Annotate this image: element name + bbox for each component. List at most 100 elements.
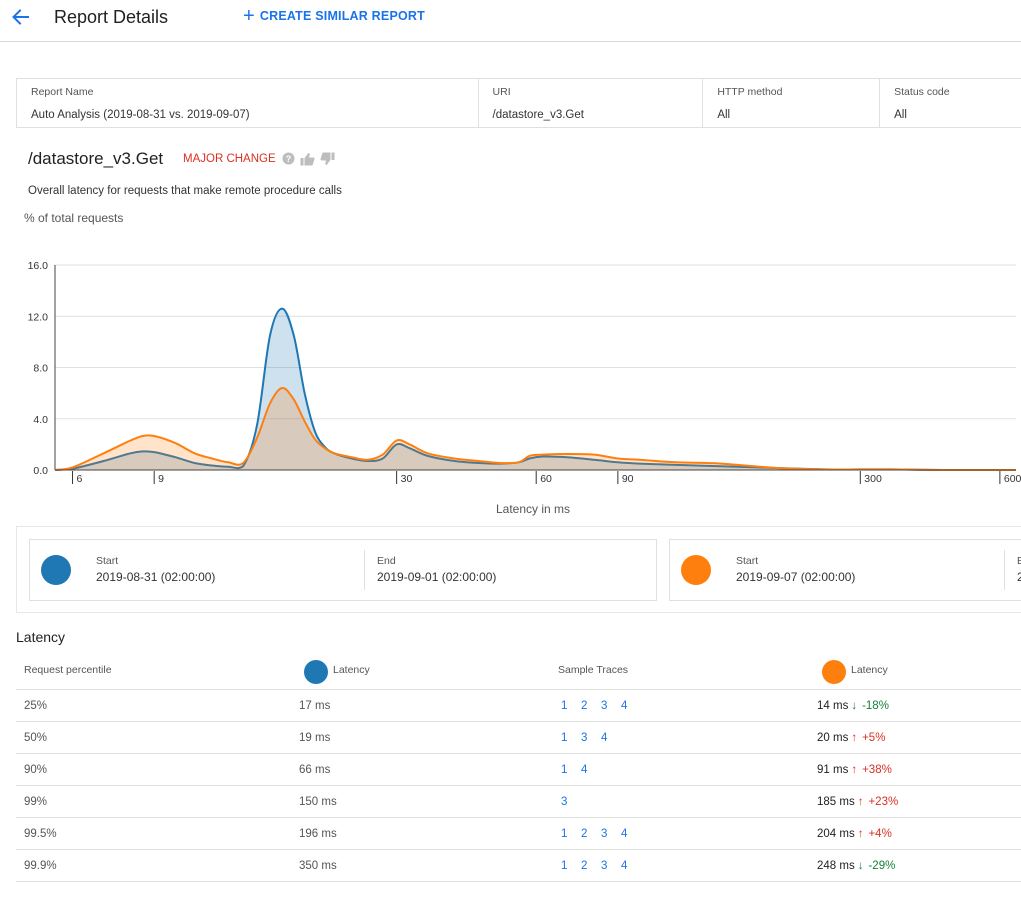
report-name-label: Report Name	[31, 86, 94, 98]
http-method-field: HTTP method All	[703, 79, 881, 127]
x-tick-label: 9	[158, 473, 164, 485]
sample-traces-cell: 1 2 3 4	[561, 860, 641, 872]
sample-trace-link[interactable]: 1	[561, 732, 568, 744]
chart-x-axis-label: Latency in ms	[496, 502, 571, 516]
latency-b-value: 185 ms	[817, 796, 855, 808]
sample-trace-link[interactable]: 4	[581, 764, 588, 776]
latency-b-cell: 185 ms ↑ +23%	[817, 796, 898, 808]
latency-distribution-chart: 0.0 4.0 8.0 12.0 16.0 6 9 30 60 90 300 600	[28, 260, 1021, 485]
header-latency-b: Latency	[851, 664, 888, 676]
latency-change-value: +23%	[868, 796, 899, 808]
latency-a-cell: 196 ms	[299, 828, 337, 840]
latency-section-title: Latency	[16, 629, 66, 645]
uri-field: URI /datastore_v3.Get	[479, 79, 704, 127]
sample-trace-link[interactable]: 4	[601, 732, 608, 744]
latency-b-value: 20 ms	[817, 732, 849, 744]
status-code-label: Status code	[894, 86, 950, 98]
series-b-area	[55, 387, 1016, 470]
range-b-end-label: E	[1017, 555, 1021, 567]
latency-change-value: +4%	[868, 828, 892, 840]
sample-trace-link[interactable]: 2	[581, 860, 588, 872]
sample-trace-link[interactable]: 3	[581, 732, 588, 744]
create-similar-report-button[interactable]: + CREATE SIMILAR REPORT	[243, 5, 425, 27]
range-a-start-label: Start	[96, 555, 119, 567]
latency-b-cell: 204 ms ↑ +4%	[817, 828, 892, 840]
arrow-up-icon: ↑	[851, 764, 858, 776]
major-change-badge: MAJOR CHANGE	[183, 153, 276, 165]
report-name-field: Report Name Auto Analysis (2019-08-31 vs…	[17, 79, 479, 127]
sample-trace-link[interactable]: 3	[561, 796, 568, 808]
latency-a-cell: 17 ms	[299, 700, 331, 712]
uri-value: /datastore_v3.Get	[492, 109, 584, 121]
sample-traces-cell: 1 3 4	[561, 732, 621, 744]
latency-b-value: 14 ms	[817, 700, 849, 712]
sample-trace-link[interactable]: 1	[561, 860, 568, 872]
y-tick-label: 4.0	[33, 414, 48, 426]
latency-b-cell: 248 ms ↓ -29%	[817, 860, 895, 872]
percentile-cell: 25%	[24, 700, 48, 712]
latency-a-cell: 350 ms	[299, 860, 337, 872]
sample-trace-link[interactable]: 2	[581, 700, 588, 712]
latency-table-row: 99.9% 350 ms 1 2 3 4 248 ms ↓ -29%	[16, 850, 1021, 882]
app-header: Report Details + CREATE SIMILAR REPORT	[0, 0, 1021, 42]
range-b-start-value: 2019-09-07 (02:00:00)	[736, 570, 856, 584]
back-button[interactable]	[8, 4, 34, 30]
uri-label: URI	[492, 86, 511, 98]
plus-icon: +	[243, 5, 255, 27]
help-icon[interactable]: ?	[282, 152, 295, 165]
arrow-back-icon	[12, 9, 29, 25]
header-latency-a: Latency	[333, 664, 370, 676]
sample-trace-link[interactable]: 3	[601, 700, 608, 712]
sample-traces-cell: 1 2 3 4	[561, 828, 641, 840]
http-method-label: HTTP method	[717, 86, 783, 98]
sample-trace-link[interactable]: 3	[601, 828, 608, 840]
sample-trace-link[interactable]: 1	[561, 700, 568, 712]
http-method-value: All	[717, 109, 731, 121]
x-tick-label: 6	[77, 473, 83, 485]
latency-change-value: -29%	[868, 860, 896, 872]
y-tick-label: 8.0	[33, 363, 48, 375]
arrow-up-icon: ↑	[857, 828, 864, 840]
uri-title: /datastore_v3.Get	[28, 149, 164, 168]
chart-description: Overall latency for requests that make r…	[28, 185, 342, 197]
x-tick-label: 600	[1004, 473, 1021, 485]
sample-trace-link[interactable]: 1	[561, 828, 568, 840]
report-info-row: Report Name Auto Analysis (2019-08-31 vs…	[16, 78, 1021, 128]
sample-trace-link[interactable]: 4	[621, 860, 628, 872]
latency-change-value: +5%	[862, 732, 886, 744]
arrow-down-icon: ↓	[851, 700, 858, 712]
arrow-up-icon: ↑	[851, 732, 858, 744]
sample-trace-link[interactable]: 1	[561, 764, 568, 776]
thumb-up-icon[interactable]	[300, 152, 315, 166]
range-b-divider	[1004, 550, 1005, 590]
range-b-end-value: 2	[1017, 570, 1021, 584]
range-a-end: End 2019-09-01 (02:00:00)	[377, 555, 496, 584]
thumb-down-icon[interactable]	[320, 152, 335, 166]
range-b-start-label: Start	[736, 555, 759, 567]
time-range-row: Start 2019-08-31 (02:00:00) End 2019-09-…	[16, 526, 1021, 613]
percentile-cell: 99%	[24, 796, 48, 808]
sample-trace-link[interactable]: 4	[621, 828, 628, 840]
range-a-start-value: 2019-08-31 (02:00:00)	[96, 570, 216, 584]
series-b-dot	[681, 555, 711, 585]
status-code-field: Status code All	[880, 79, 1021, 127]
latency-change-value: -18%	[862, 700, 889, 712]
time-range-card-a: Start 2019-08-31 (02:00:00) End 2019-09-…	[29, 539, 657, 601]
sample-trace-link[interactable]: 2	[581, 828, 588, 840]
percentile-cell: 90%	[24, 764, 48, 776]
arrow-down-icon: ↓	[857, 860, 864, 872]
sample-trace-link[interactable]: 3	[601, 860, 608, 872]
svg-text:?: ?	[286, 154, 292, 164]
sample-traces-cell: 1 2 3 4	[561, 700, 641, 712]
series-a-dot	[41, 555, 71, 585]
latency-table-row: 50% 19 ms 1 3 4 20 ms ↑ +5%	[16, 722, 1021, 754]
time-range-card-b: Start 2019-09-07 (02:00:00) E 2	[669, 539, 1021, 601]
y-tick-label: 16.0	[28, 260, 49, 272]
percentile-cell: 99.9%	[24, 860, 57, 872]
range-a-end-value: 2019-09-01 (02:00:00)	[377, 570, 497, 584]
range-a-start: Start 2019-08-31 (02:00:00)	[96, 555, 215, 584]
sample-trace-link[interactable]: 4	[621, 700, 628, 712]
latency-b-value: 248 ms	[817, 860, 855, 872]
x-tick-label: 30	[401, 473, 413, 485]
